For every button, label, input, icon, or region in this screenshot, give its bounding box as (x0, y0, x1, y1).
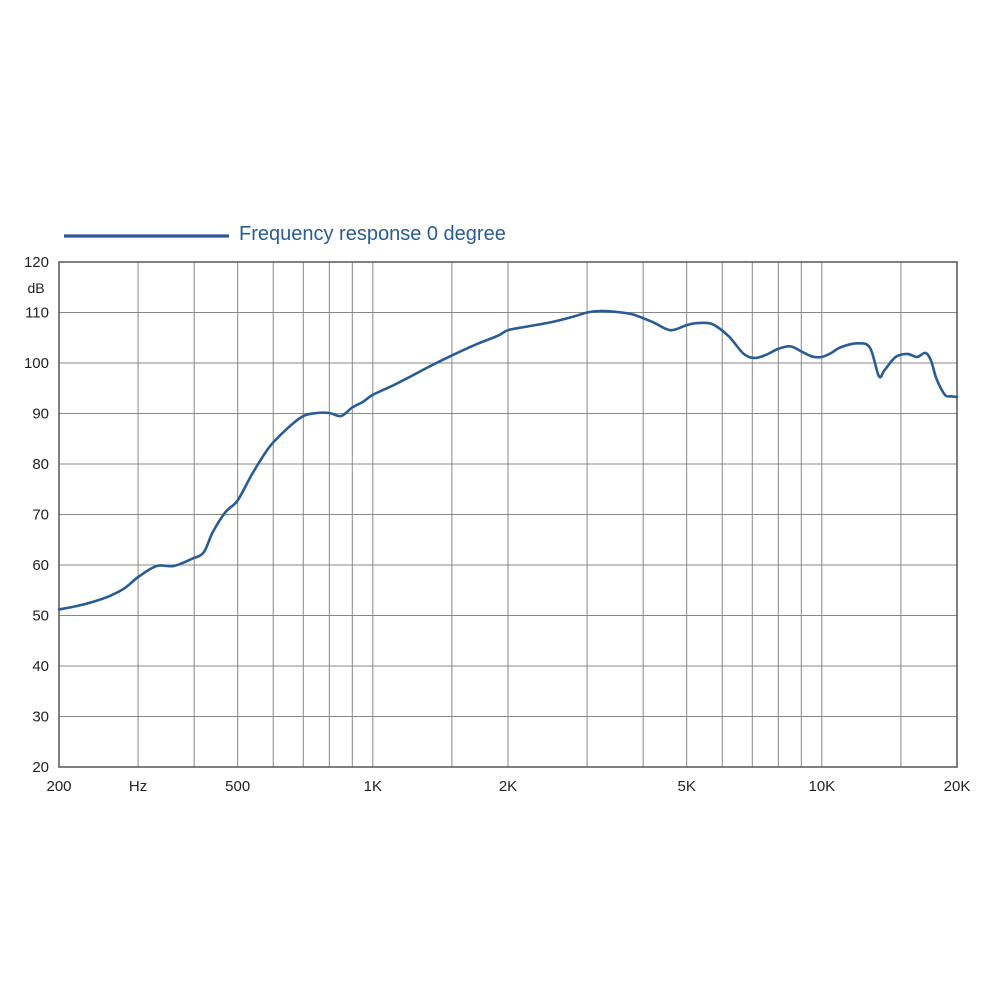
y-axis-unit-label: dB (27, 280, 44, 296)
grid (58, 261, 958, 768)
x-tick-label: 500 (225, 778, 250, 795)
y-tick-label: 40 (32, 658, 49, 675)
y-tick-label: 70 (32, 507, 49, 524)
plot-frame (58, 261, 958, 768)
series-line (57, 309, 959, 611)
y-tick-label: 50 (32, 608, 49, 625)
x-tick-label: 10K (808, 778, 835, 795)
y-tick-label: 60 (32, 557, 49, 574)
x-tick-label: 5K (677, 778, 695, 795)
x-tick-label: 2K (499, 778, 517, 795)
y-tick-label: 110 (25, 305, 49, 322)
x-tick-label: 20K (944, 778, 971, 795)
x-tick-label: 200 (46, 778, 71, 795)
y-tick-label: 30 (32, 709, 49, 726)
x-tick-label: 1K (364, 778, 382, 795)
x-tick-label: Hz (129, 778, 147, 795)
y-tick-label: 20 (32, 759, 49, 776)
y-tick-label: 120 (24, 254, 49, 271)
y-tick-label: 80 (32, 456, 49, 473)
y-tick-label: 100 (24, 355, 49, 372)
y-tick-label: 90 (32, 406, 49, 423)
y-axis-tick-labels: 20 30 40 50 60 70 80 90 100 110 120 (24, 254, 49, 776)
x-axis-tick-labels: 200 Hz 500 1K 2K 5K 10K 20K (46, 778, 970, 795)
legend: Frequency response 0 degree (64, 223, 506, 245)
legend-label: Frequency response 0 degree (239, 223, 506, 245)
series-layer (57, 309, 959, 611)
